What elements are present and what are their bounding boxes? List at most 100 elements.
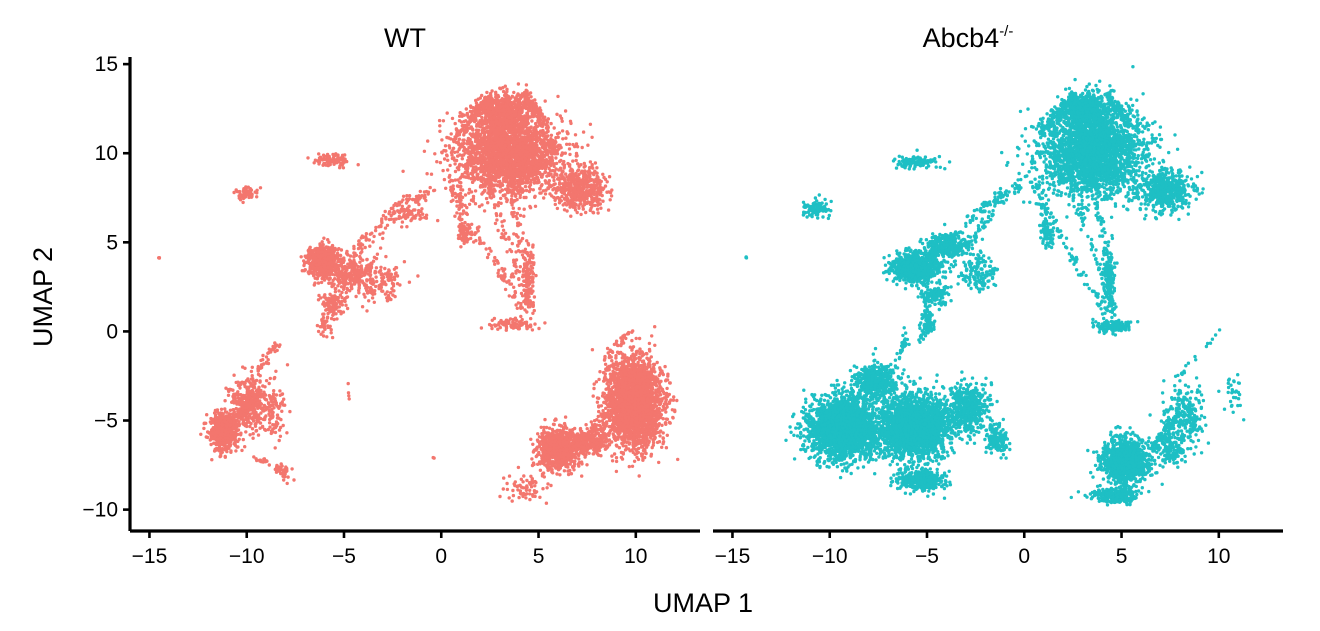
scatter-point xyxy=(474,176,478,180)
scatter-point xyxy=(595,194,599,199)
scatter-point xyxy=(492,116,496,120)
scatter-point xyxy=(492,100,497,104)
scatter-point xyxy=(666,394,670,398)
scatter-point xyxy=(577,176,581,180)
scatter-point xyxy=(581,204,585,209)
scatter-point xyxy=(634,352,638,357)
scatter-point xyxy=(525,137,529,142)
panel-title: WT xyxy=(384,23,426,53)
scatter-point xyxy=(571,142,575,147)
scatter-point xyxy=(574,142,579,146)
scatter-point xyxy=(590,135,594,139)
scatter-point xyxy=(500,98,504,102)
scatter-point xyxy=(647,341,652,346)
scatter-point xyxy=(495,144,499,149)
scatter-point xyxy=(529,125,533,129)
scatter-point xyxy=(459,187,463,192)
scatter-point xyxy=(493,170,497,174)
scatter-point xyxy=(527,185,531,189)
scatter-point xyxy=(456,184,461,189)
scatter-point xyxy=(493,132,497,136)
scatter-point xyxy=(453,162,457,166)
scatter-point xyxy=(671,398,676,402)
scatter-point xyxy=(557,168,561,172)
scatter-point xyxy=(580,170,584,174)
scatter-point xyxy=(601,187,605,192)
scatter-point xyxy=(506,107,511,111)
scatter-point xyxy=(548,184,553,189)
scatter-point xyxy=(426,139,430,143)
scatter-point xyxy=(530,119,534,123)
scatter-point xyxy=(452,156,456,160)
scatter-point xyxy=(446,168,450,172)
scatter-point xyxy=(506,137,510,142)
scatter-point xyxy=(451,146,456,150)
scatter-point xyxy=(603,184,608,188)
scatter-point xyxy=(458,114,462,118)
scatter-point xyxy=(576,198,581,202)
scatter-point xyxy=(489,112,494,116)
scatter-point xyxy=(480,178,484,183)
scatter-point xyxy=(591,210,595,214)
scatter-point xyxy=(516,183,521,188)
scatter-point xyxy=(498,155,502,159)
scatter-point xyxy=(524,195,528,200)
scatter-point xyxy=(538,186,542,191)
scatter-point xyxy=(447,175,451,179)
scatter-point xyxy=(481,146,486,150)
scatter-point xyxy=(563,109,568,113)
scatter-point xyxy=(463,175,468,179)
scatter-point xyxy=(560,119,564,123)
scatter-point xyxy=(429,172,434,176)
scatter-point xyxy=(587,168,591,173)
scatter-point xyxy=(473,159,477,164)
scatter-point xyxy=(492,176,497,180)
scatter-point xyxy=(504,114,508,118)
scatter-point xyxy=(479,175,484,179)
scatter-point xyxy=(508,102,513,106)
scatter-point xyxy=(557,131,561,135)
scatter-point xyxy=(532,137,537,141)
scatter-point xyxy=(481,130,485,134)
scatter-point xyxy=(486,135,490,139)
scatter-point xyxy=(441,168,445,173)
scatter-point xyxy=(563,178,567,182)
scatter-point xyxy=(484,167,488,171)
scatter-point xyxy=(480,203,484,207)
scatter-point xyxy=(596,179,601,183)
scatter-point xyxy=(486,201,490,205)
scatter-point xyxy=(539,156,543,160)
scatter-point xyxy=(551,188,555,192)
scatter-point xyxy=(477,113,481,118)
scatter-point xyxy=(504,131,508,135)
scatter-point xyxy=(577,172,581,177)
scatter-point xyxy=(450,153,454,157)
scatter-point xyxy=(562,196,567,201)
scatter-point xyxy=(582,161,586,166)
scatter-point xyxy=(574,158,578,163)
scatter-point xyxy=(546,138,550,143)
scatter-point xyxy=(541,134,545,138)
scatter-point xyxy=(576,190,581,194)
scatter-point xyxy=(598,198,602,202)
scatter-point xyxy=(508,111,512,115)
scatter-point xyxy=(446,158,450,162)
scatter-point xyxy=(564,194,568,198)
scatter-point xyxy=(481,139,486,143)
scatter-point xyxy=(531,188,535,192)
scatter-point xyxy=(584,210,588,215)
scatter-point xyxy=(578,193,583,198)
scatter-point xyxy=(552,178,556,183)
scatter-point xyxy=(513,168,517,173)
scatter-point xyxy=(527,189,532,194)
scatter-point xyxy=(637,336,642,341)
scatter-point xyxy=(535,175,539,179)
scatter-point xyxy=(490,107,495,111)
scatter-point xyxy=(497,201,501,205)
scatter-point xyxy=(442,157,447,161)
scatter-point xyxy=(494,90,498,95)
scatter-point xyxy=(546,134,550,138)
scatter-point xyxy=(507,140,511,145)
scatter-point xyxy=(457,163,462,167)
